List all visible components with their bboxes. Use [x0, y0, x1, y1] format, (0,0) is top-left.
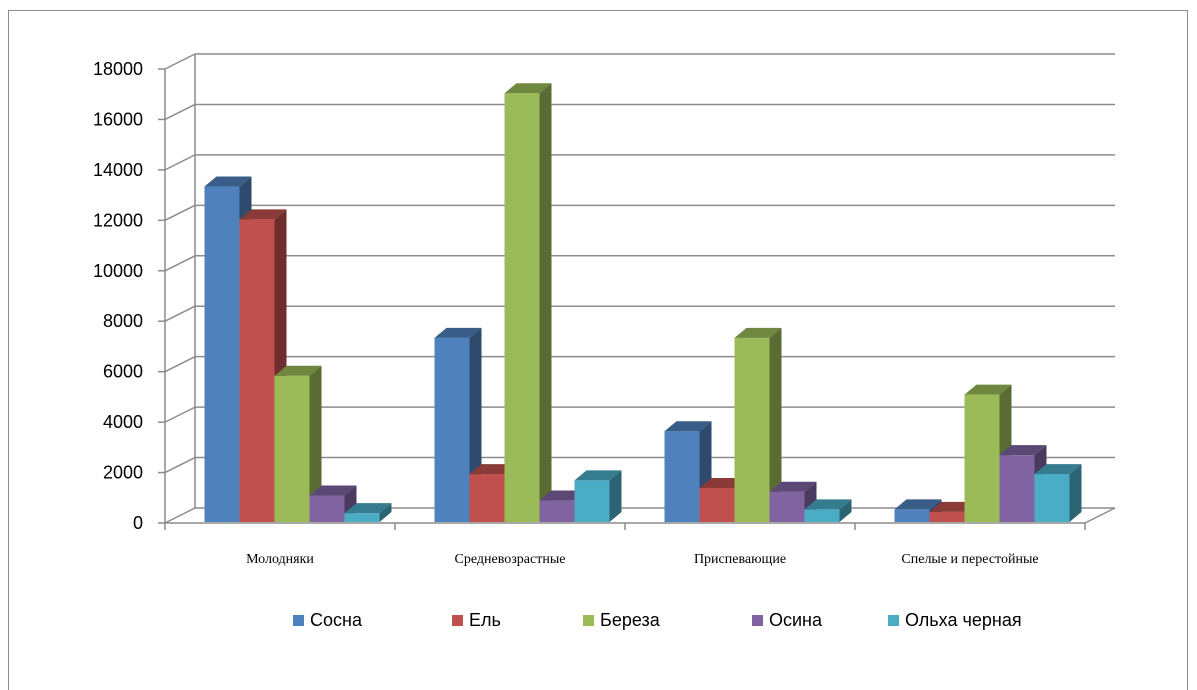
- bar-front: [539, 500, 575, 522]
- y-tick-label: 8000: [103, 311, 143, 331]
- bar-top: [964, 384, 1012, 395]
- legend-item: Сосна: [293, 610, 363, 630]
- x-category-label: Приспевающие: [694, 552, 786, 567]
- bar-front: [274, 375, 310, 522]
- bar: [504, 83, 552, 522]
- bar-front: [929, 511, 965, 522]
- bar-front: [999, 455, 1035, 522]
- legend-item: Осина: [752, 610, 823, 630]
- floor-edge: [1084, 507, 1116, 524]
- bar-top: [434, 327, 482, 338]
- legend: Сосна Ель Береза Осина Ольха черная: [293, 610, 1022, 630]
- legend-swatch: [583, 615, 594, 626]
- bar-front: [894, 509, 930, 522]
- legend-swatch: [752, 615, 763, 626]
- gridline-diagonal: [164, 255, 196, 272]
- bar-front: [804, 509, 840, 522]
- x-category-label: Молодняки: [246, 552, 314, 567]
- legend-item: Ольха черная: [888, 610, 1022, 630]
- y-tick-label: 12000: [93, 210, 143, 230]
- bar-front: [699, 487, 735, 522]
- gridline-diagonal: [164, 305, 196, 322]
- gridline-diagonal: [164, 204, 196, 222]
- bar-top: [894, 499, 942, 510]
- bar: [574, 470, 622, 522]
- axes: [158, 54, 1116, 530]
- bar-front: [204, 186, 240, 523]
- bar: [804, 499, 852, 522]
- bar-front: [239, 219, 275, 523]
- bar: [274, 365, 322, 522]
- bar-top: [804, 499, 852, 510]
- bar-side: [769, 327, 782, 522]
- bar-top: [504, 83, 552, 94]
- bar: [734, 327, 782, 522]
- bar-front: [504, 93, 540, 522]
- y-axis-tick-labels: 0 2000 4000 6000 8000 10000 12000 14000 16000 180…: [93, 59, 143, 533]
- gridline-diagonal: [164, 507, 196, 524]
- bar-front: [574, 480, 610, 522]
- bar-side: [609, 470, 622, 522]
- bar-top: [734, 327, 782, 338]
- legend-swatch: [293, 615, 304, 626]
- x-axis-category-labels: Молодняки Средневозрастные Приспевающие Спе…: [246, 552, 1039, 567]
- legend-label: Осина: [769, 610, 823, 630]
- bar-side: [1069, 464, 1082, 522]
- bar-front: [309, 495, 345, 522]
- y-tick-label: 14000: [93, 160, 143, 180]
- y-tick-label: 2000: [103, 463, 143, 483]
- bar: [204, 176, 252, 523]
- bar-top: [239, 209, 287, 220]
- y-tick-label: 4000: [103, 412, 143, 432]
- gridline-diagonal: [164, 456, 196, 474]
- bar-front: [469, 474, 505, 522]
- bar: [344, 503, 392, 522]
- bar-side: [309, 365, 322, 522]
- bar-front: [769, 491, 805, 522]
- y-tick-label: 10000: [93, 261, 143, 281]
- gridline-diagonal: [164, 154, 196, 171]
- x-category-label: Средневозрастные: [455, 552, 566, 567]
- legend-swatch: [888, 615, 899, 626]
- bar: [1034, 464, 1082, 522]
- bar-front: [1034, 474, 1070, 522]
- bars: [204, 83, 1082, 523]
- bar-top: [344, 503, 392, 514]
- y-tick-label: 16000: [93, 109, 143, 129]
- bar-side: [839, 499, 852, 522]
- bar-top: [664, 421, 712, 432]
- bar-side: [379, 503, 392, 522]
- bar-top: [999, 445, 1047, 456]
- legend-label: Ель: [469, 610, 501, 630]
- gridline-diagonal: [164, 355, 196, 373]
- gridlines: [164, 53, 1115, 524]
- bar-top: [574, 470, 622, 481]
- gridline-diagonal: [164, 53, 196, 70]
- bar-side: [539, 83, 552, 522]
- y-tick-label: 0: [133, 513, 143, 533]
- legend-item: Береза: [583, 610, 661, 630]
- y-tick-label: 6000: [103, 362, 143, 382]
- bar-front: [734, 337, 770, 522]
- bar-front: [344, 513, 380, 522]
- bar-front: [434, 337, 470, 522]
- y-tick-label: 18000: [93, 59, 143, 79]
- bar-front: [964, 394, 1000, 522]
- bar-top: [204, 176, 252, 187]
- legend-swatch: [452, 615, 463, 626]
- bar-front: [664, 431, 700, 522]
- bar-top: [309, 485, 357, 496]
- legend-item: Ель: [452, 610, 501, 630]
- bar-top: [769, 481, 817, 492]
- legend-label: Береза: [600, 610, 661, 630]
- bar-top: [1034, 464, 1082, 475]
- legend-label: Ольха черная: [905, 610, 1022, 630]
- x-category-label: Спелые и перестойные: [901, 552, 1038, 567]
- bar-top: [274, 365, 322, 376]
- legend-label: Сосна: [310, 610, 363, 630]
- gridline-diagonal: [164, 103, 196, 121]
- gridline-diagonal: [164, 406, 196, 423]
